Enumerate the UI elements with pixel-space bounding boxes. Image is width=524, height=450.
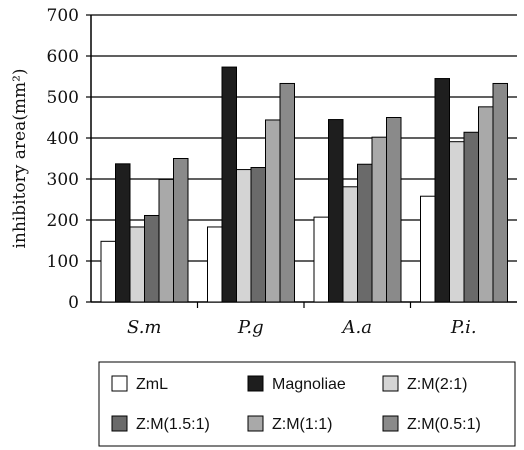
bar-z-m-2-1--p-i-	[449, 141, 465, 303]
bar-zml-p-i-	[420, 195, 436, 303]
legend-label: ZmL	[136, 376, 168, 393]
bar-zml-s-m	[100, 240, 116, 303]
category-label: P.g	[237, 317, 264, 338]
bar-z-m-0-5-1--p-i-	[492, 82, 508, 303]
bar-magnoliae-p-g	[221, 66, 237, 303]
legend-label: Z:M(1:1)	[272, 416, 332, 433]
legend-swatch	[111, 415, 128, 432]
bar-zml-p-g	[207, 226, 223, 303]
bar-magnoliae-p-i-	[434, 78, 450, 303]
y-axis-title: inhibitory area(mm²)	[10, 68, 30, 248]
legend-swatch	[111, 375, 128, 392]
bar-z-m-1-1--p-g	[265, 119, 281, 303]
bar-z-m-1-1--a-a	[371, 136, 387, 303]
legend-swatch	[247, 375, 264, 392]
bar-z-m-1-5-1--p-i-	[463, 131, 479, 303]
y-tick-label: 0	[68, 293, 79, 313]
category-label: A.a	[341, 317, 372, 338]
legend-swatch	[247, 415, 264, 432]
bar-z-m-2-1--p-g	[236, 169, 252, 303]
category-label: P.i.	[450, 317, 477, 338]
legend-label: Z:M(0.5:1)	[407, 416, 481, 433]
bar-z-m-1-5-1--p-g	[250, 167, 266, 303]
y-tick-label: 700	[47, 6, 79, 26]
y-tick-label: 100	[47, 252, 79, 272]
bar-zml-a-a	[313, 216, 329, 303]
bar-magnoliae-s-m	[115, 163, 131, 303]
bar-z-m-2-1--a-a	[342, 186, 358, 303]
legend-swatch	[382, 415, 399, 432]
y-tick-label: 400	[47, 129, 79, 149]
legend-label: Z:M(2:1)	[407, 376, 467, 393]
bar-z-m-0-5-1--p-g	[279, 82, 295, 303]
y-tick-label: 600	[47, 47, 79, 67]
bar-z-m-1-5-1--s-m	[144, 214, 160, 303]
legend-swatch	[382, 375, 399, 392]
bar-z-m-0-5-1--s-m	[173, 158, 189, 303]
bar-z-m-1-1--s-m	[158, 178, 174, 303]
bar-z-m-0-5-1--a-a	[386, 117, 402, 303]
bar-z-m-1-1--p-i-	[478, 106, 494, 303]
y-tick-label: 500	[47, 88, 79, 108]
legend-box	[98, 361, 516, 447]
bar-magnoliae-a-a	[328, 119, 344, 303]
y-tick-label: 300	[47, 170, 79, 190]
y-tick-label: 200	[47, 211, 79, 231]
bar-z-m-2-1--s-m	[129, 226, 145, 303]
legend-label: Z:M(1.5:1)	[136, 416, 210, 433]
bar-z-m-1-5-1--a-a	[357, 163, 373, 303]
category-label: S.m	[127, 317, 161, 338]
legend-label: Magnoliae	[272, 376, 346, 393]
